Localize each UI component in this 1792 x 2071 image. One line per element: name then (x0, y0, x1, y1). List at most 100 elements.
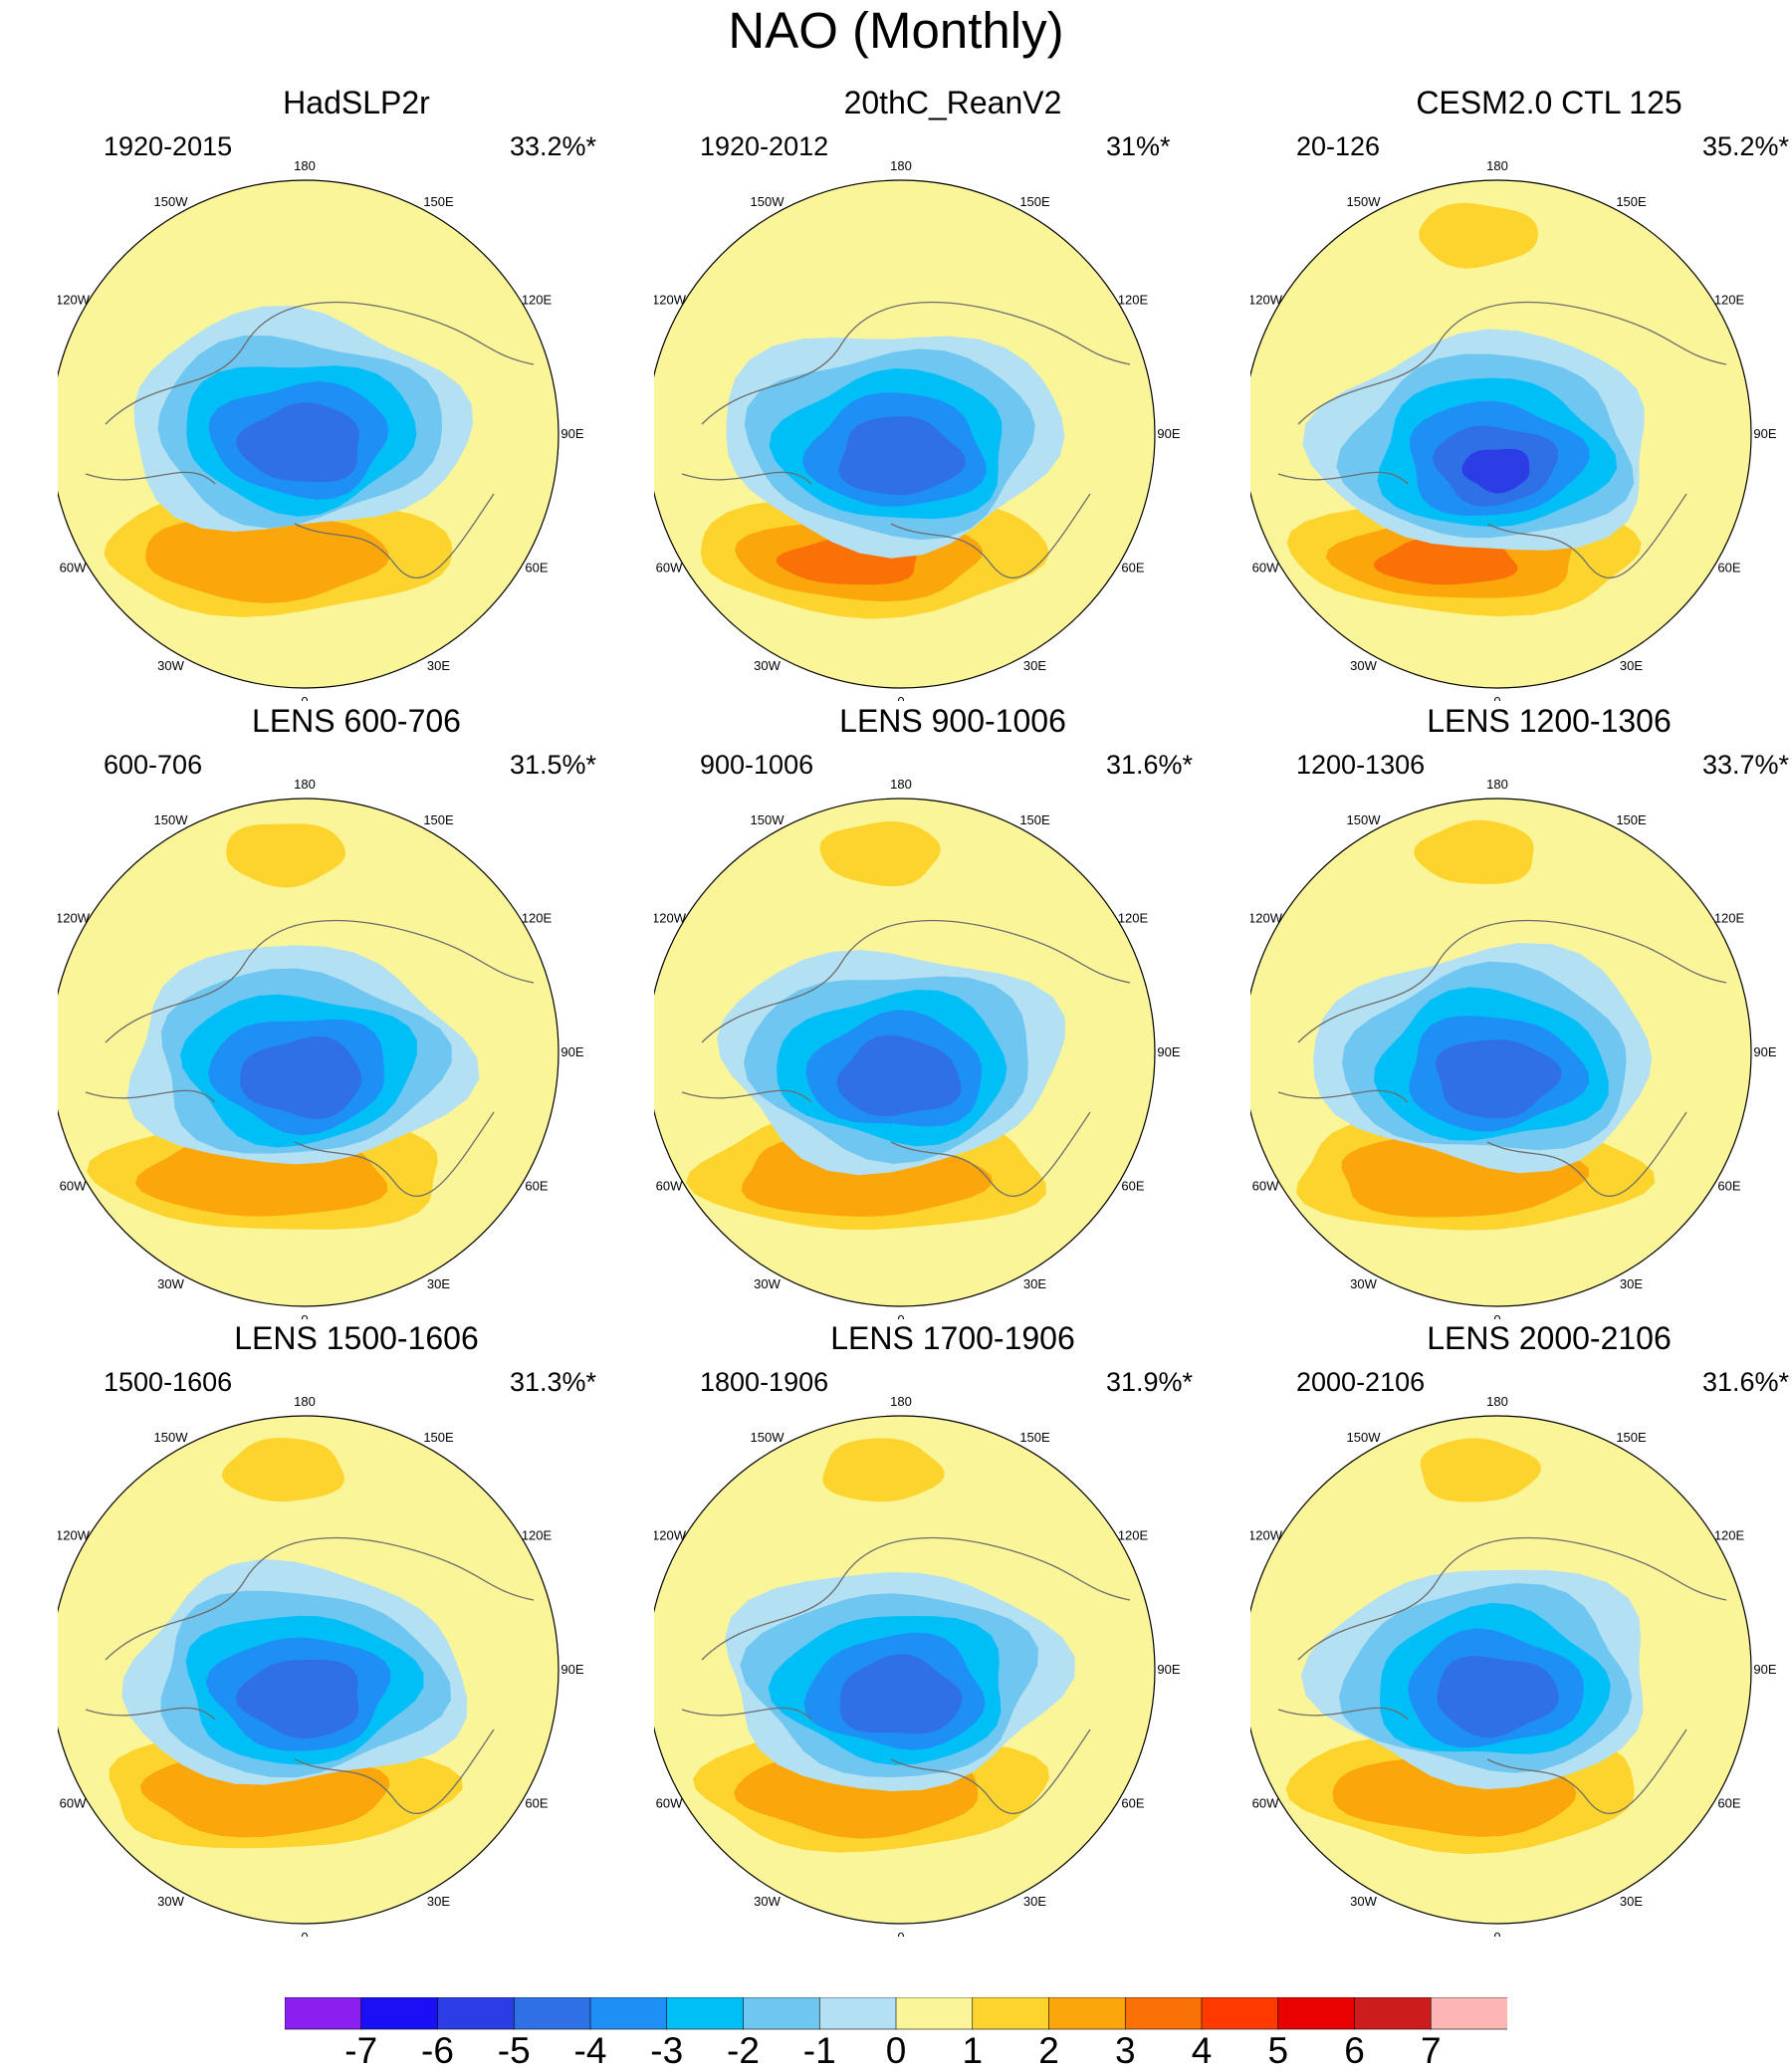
longitude-label: 150E (1019, 1430, 1050, 1445)
polar-map: 180150E120E90E60E30E030W60W90W120W150W (654, 777, 1181, 1319)
colorbar-tick-label: -7 (344, 2030, 378, 2071)
panel-period: 600-706 (104, 750, 203, 780)
coastline (85, 919, 535, 1197)
atlantic-high-contour (1373, 537, 1518, 585)
longitude-label: 60W (1252, 561, 1279, 575)
colorbar-swatch (743, 1997, 821, 2030)
arctic-low-contour (836, 1035, 962, 1117)
colorbar-swatch (895, 1997, 974, 2030)
longitude-label: 150E (1616, 194, 1647, 209)
map-panel: LENS 600-706 600-706 31.5%* 180 150E 120E 90E 6… (58, 702, 655, 1319)
longitude-label: 60W (1252, 1179, 1279, 1194)
longitude-label: 120E (1118, 1528, 1149, 1543)
colorbar-tick-label: -2 (727, 2030, 760, 2071)
panel-period: 20-126 (1296, 131, 1381, 161)
panel-title: HadSLP2r (283, 85, 430, 120)
panel-variance: 31.6%* (1106, 750, 1194, 780)
map-border (1250, 1415, 1752, 1925)
panel-variance: 35.2%* (1702, 131, 1790, 161)
longitude-label: 150W (154, 194, 189, 209)
pacific-high-contour (1419, 202, 1538, 269)
pacific-high-contour (822, 1438, 945, 1502)
longitude-label: 0 (897, 1312, 904, 1319)
coastline (1277, 301, 1727, 578)
coastline (681, 919, 1131, 1197)
longitude-label: 180 (294, 777, 316, 792)
longitude-label: 30E (1620, 1894, 1643, 1909)
longitude-label: 120W (58, 1528, 91, 1543)
pacific-high-contour (222, 1438, 344, 1502)
map-border (654, 179, 1156, 689)
map-panel: CESM2.0 CTL 125 20-126 35.2%* 180 150E 120E 90… (1250, 84, 1792, 701)
colorbar-tick-label: -4 (573, 2030, 607, 2071)
longitude-label: 90E (560, 1662, 583, 1677)
colorbar-swatch (666, 1997, 745, 2030)
longitude-label: 120W (1250, 911, 1283, 926)
panel-title: LENS 900-1006 (839, 703, 1066, 739)
colorbar-swatch (972, 1997, 1050, 2030)
longitude-label: 0 (897, 694, 904, 701)
coastline (1277, 1536, 1727, 1814)
longitude-label: 120E (522, 1528, 553, 1543)
longitude-label: 150E (423, 1430, 454, 1445)
pacific-high-contour (819, 820, 941, 887)
longitude-label: 120E (1118, 293, 1149, 308)
colorbar-swatch (1048, 1997, 1127, 2030)
longitude-label: 120W (1250, 1528, 1283, 1543)
longitude-label: 120E (1714, 911, 1745, 926)
colorbar-swatch (589, 1997, 668, 2030)
longitude-label: 60E (525, 1796, 548, 1811)
longitude-label: 90E (1157, 1044, 1180, 1059)
colorbar-swatch (1277, 1997, 1356, 2030)
longitude-label: 60W (656, 561, 683, 575)
longitude-label: 150E (1019, 812, 1050, 827)
longitude-label: 60E (525, 1179, 548, 1194)
polar-map: 180150E120E90E60E30E030W60W90W120W150W (58, 1394, 584, 1937)
longitude-label: 60E (1717, 1179, 1740, 1194)
longitude-label: 30E (1023, 1276, 1046, 1291)
map-border (654, 1415, 1156, 1925)
coastline (681, 1536, 1131, 1814)
colorbar-swatch (437, 1997, 516, 2030)
panel-period: 1500-1606 (104, 1367, 233, 1397)
longitude-label: 60W (1252, 1796, 1279, 1811)
longitude-label: 30W (157, 658, 184, 673)
arctic-low-contour (235, 1659, 359, 1739)
longitude-label: 60W (60, 1179, 87, 1194)
polar-map: 180150E120E90E60E30E030W60W90W120W150W (58, 158, 584, 701)
longitude-label: 0 (301, 1930, 308, 1937)
map-panel: LENS 900-1006 900-1006 31.6%* 180 150E 120E 90… (654, 702, 1251, 1319)
colorbar-swatch (360, 1997, 439, 2030)
arctic-low-contour (1437, 1656, 1559, 1738)
map-panel: LENS 1200-1306 1200-1306 33.7%* 180 150E 120E… (1250, 702, 1792, 1319)
longitude-label: 60W (60, 1796, 87, 1811)
longitude-label: 60E (1717, 561, 1740, 575)
longitude-label: 90E (560, 1044, 583, 1059)
longitude-label: 30W (157, 1894, 184, 1909)
colorbar-tick-label: -3 (650, 2030, 684, 2071)
longitude-label: 60E (525, 561, 548, 575)
map-border (58, 1415, 560, 1925)
panel-title: CESM2.0 CTL 125 (1416, 85, 1682, 120)
longitude-label: 90E (1753, 426, 1776, 441)
longitude-label: 120E (522, 911, 553, 926)
longitude-label: 30W (754, 1894, 781, 1909)
panel-period: 1800-1906 (700, 1367, 829, 1397)
longitude-label: 30E (1620, 658, 1643, 673)
panel-title: 20thC_ReanV2 (843, 85, 1062, 120)
longitude-label: 120E (1714, 293, 1745, 308)
panel-variance: 31.3%* (510, 1367, 597, 1397)
longitude-label: 90E (560, 426, 583, 441)
longitude-label: 120E (1714, 1528, 1745, 1543)
longitude-label: 180 (294, 1394, 316, 1409)
longitude-label: 30W (1350, 658, 1377, 673)
colorbar-swatch (818, 1997, 897, 2030)
polar-map: 180150E120E90E60E30E030W60W90W120W150W (58, 777, 584, 1319)
panel-title: LENS 1700-1906 (830, 1320, 1075, 1356)
colorbar-tick-label: 5 (1267, 2030, 1289, 2071)
longitude-label: 150E (1616, 1430, 1647, 1445)
colorbar-tick-label: 3 (1114, 2030, 1136, 2071)
longitude-label: 120W (654, 911, 687, 926)
colorbar-swatch (1201, 1997, 1279, 2030)
longitude-label: 30W (754, 1276, 781, 1291)
